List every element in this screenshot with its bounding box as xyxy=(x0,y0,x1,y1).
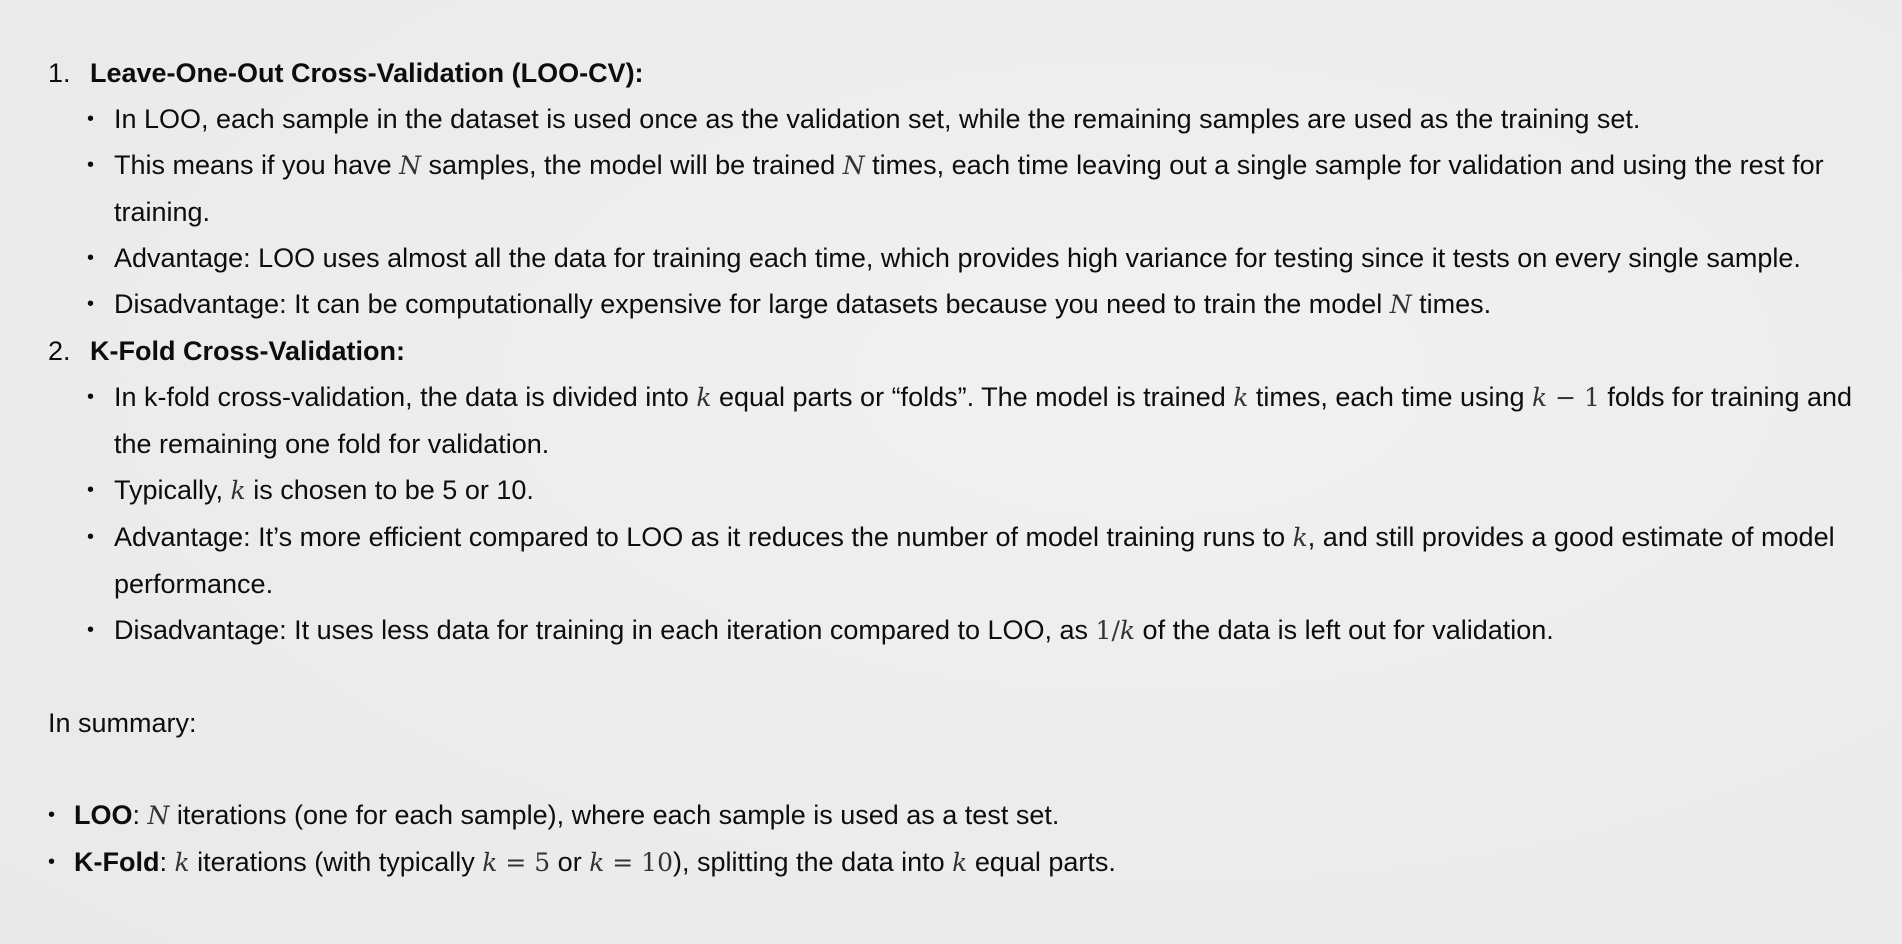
list-item: K-Fold: k iterations (with typically k =… xyxy=(48,839,1868,886)
summary-label: LOO xyxy=(74,800,133,830)
math-variable: k xyxy=(696,383,712,412)
math-variable: k xyxy=(1119,616,1136,645)
bullet-text: is chosen to be 5 or 10. xyxy=(245,475,534,505)
bullet-text: times, each time leaving out a single sa… xyxy=(114,150,1824,227)
bullet-text: Advantage: It’s more efficient compared … xyxy=(114,522,1293,552)
summary-text: iterations (with typically xyxy=(189,847,483,877)
bullet-text: Typically, xyxy=(114,475,231,505)
bullet-text: times, each time using xyxy=(1248,382,1533,412)
section-heading: 1. Leave-One-Out Cross-Validation (LOO-C… xyxy=(48,50,1868,96)
summary-text: ), splitting the data into xyxy=(673,847,953,877)
bullet-text: , and still provides a good estimate of … xyxy=(114,522,1835,599)
response-content: 1. Leave-One-Out Cross-Validation (LOO-C… xyxy=(48,50,1868,886)
math-variable: k xyxy=(230,476,246,505)
bullet-text: Advantage: LOO uses almost all the data … xyxy=(114,243,1801,273)
section-kfold: 2. K-Fold Cross-Validation: In k-fold cr… xyxy=(48,328,1868,654)
list-item: Typically, k is chosen to be 5 or 10. xyxy=(87,467,1868,514)
summary-text: equal parts. xyxy=(967,847,1116,877)
summary-text: : xyxy=(132,800,148,830)
bullet-text: of the data is left out for validation. xyxy=(1135,615,1554,645)
bullet-text: This means if you have xyxy=(114,150,400,180)
math-variable: N xyxy=(147,801,170,830)
section-loo: 1. Leave-One-Out Cross-Validation (LOO-C… xyxy=(48,50,1868,328)
section-number: 2. xyxy=(48,336,71,366)
bullet-text: folds for training and the remaining one… xyxy=(114,382,1853,459)
math-expression: − 1 xyxy=(1547,383,1600,412)
math-variable: N xyxy=(399,151,422,180)
math-variable: k xyxy=(482,848,498,877)
bullet-text: In LOO, each sample in the dataset is us… xyxy=(114,104,1641,134)
math-variable: k xyxy=(1532,383,1548,412)
math-variable: k xyxy=(952,848,968,877)
summary-list: LOO: N iterations (one for each sample),… xyxy=(48,792,1868,886)
summary-text: : xyxy=(159,847,175,877)
summary-intro: In summary: xyxy=(48,708,197,738)
sections-list: 1. Leave-One-Out Cross-Validation (LOO-C… xyxy=(48,50,1868,654)
bullet-list: In LOO, each sample in the dataset is us… xyxy=(48,96,1868,328)
section-number: 1. xyxy=(48,58,71,88)
list-item: Disadvantage: It can be computationally … xyxy=(87,281,1868,328)
bullet-text: samples, the model will be trained xyxy=(421,150,843,180)
section-title: K-Fold Cross-Validation: xyxy=(90,336,406,366)
math-variable: k xyxy=(1233,383,1249,412)
summary-text: iterations (one for each sample), where … xyxy=(169,800,1060,830)
list-item: Advantage: LOO uses almost all the data … xyxy=(87,235,1868,281)
list-item: LOO: N iterations (one for each sample),… xyxy=(48,792,1868,839)
summary-label: K-Fold xyxy=(74,847,160,877)
section-heading: 2. K-Fold Cross-Validation: xyxy=(48,328,1868,374)
bullet-list: In k-fold cross-validation, the data is … xyxy=(48,374,1868,654)
bullet-text: In k-fold cross-validation, the data is … xyxy=(114,382,697,412)
bullet-text: equal parts or “folds”. The model is tra… xyxy=(711,382,1234,412)
bullet-text: times. xyxy=(1411,289,1492,319)
math-expression: = 10 xyxy=(604,848,673,877)
bullet-text: Disadvantage: It can be computationally … xyxy=(114,289,1390,319)
math-variable: N xyxy=(842,151,865,180)
math-expression: = 5 xyxy=(497,848,551,877)
math-variable: k xyxy=(1292,523,1308,552)
section-title: Leave-One-Out Cross-Validation (LOO-CV): xyxy=(90,58,644,88)
list-item: This means if you have N samples, the mo… xyxy=(87,142,1868,235)
math-variable: N xyxy=(1389,290,1412,319)
math-variable: k xyxy=(174,848,190,877)
list-item: In k-fold cross-validation, the data is … xyxy=(87,374,1868,467)
list-item: Advantage: It’s more efficient compared … xyxy=(87,514,1868,607)
list-item: Disadvantage: It uses less data for trai… xyxy=(87,607,1868,654)
math-variable: k xyxy=(589,848,605,877)
bullet-text: Disadvantage: It uses less data for trai… xyxy=(114,615,1096,645)
summary-text: or xyxy=(550,847,590,877)
math-expression: 1/ xyxy=(1095,616,1120,645)
list-item: In LOO, each sample in the dataset is us… xyxy=(87,96,1868,142)
